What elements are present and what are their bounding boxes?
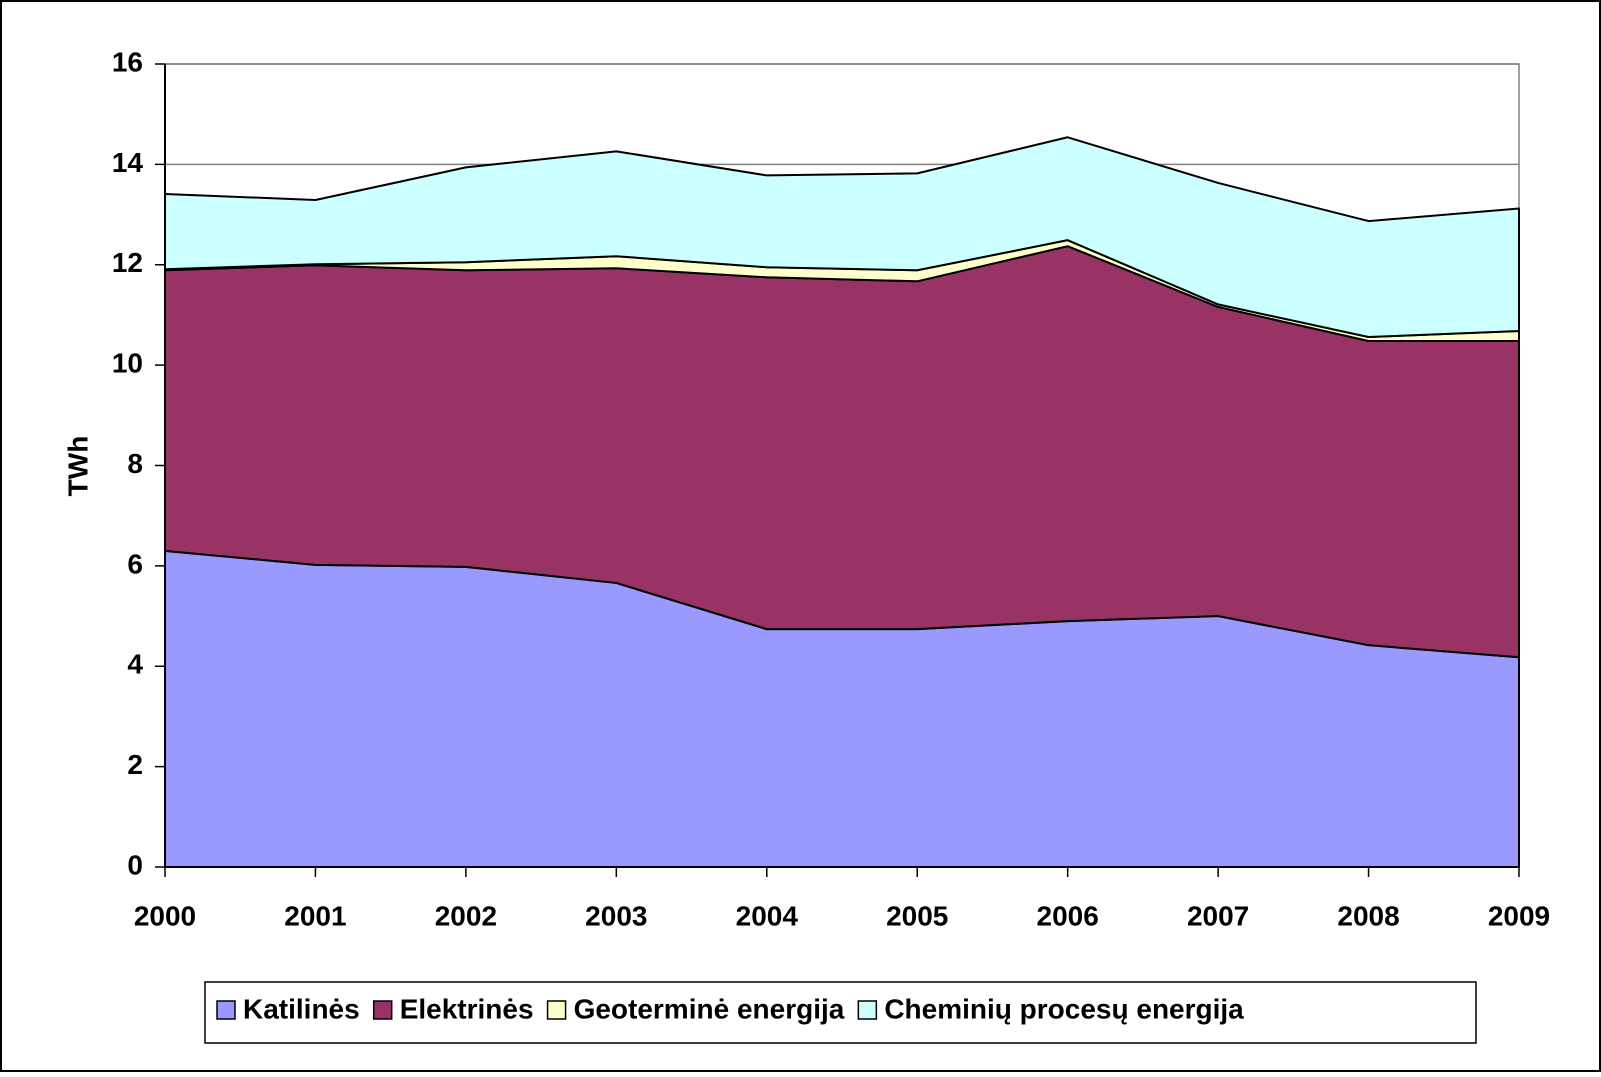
y-tick-label: 2 (127, 749, 143, 780)
legend-label: Katilinės (243, 993, 360, 1024)
legend-swatch (546, 1000, 567, 1020)
legend-swatch (857, 1000, 878, 1020)
x-tick-label: 2005 (886, 900, 948, 931)
x-tick-label: 2008 (1337, 900, 1399, 931)
legend-swatch (372, 1000, 393, 1020)
legend-label: Geoterminė energija (574, 993, 845, 1024)
legend-label: Cheminių procesų energija (884, 993, 1244, 1024)
legend-swatch (216, 1000, 236, 1020)
y-tick-label: 10 (112, 348, 143, 379)
area (164, 136, 1520, 339)
legend-box (204, 981, 1477, 1044)
y-tick-label: 0 (127, 849, 143, 880)
y-tick-label: 4 (127, 649, 143, 680)
y-axis-label: TWh (62, 436, 93, 497)
y-tick-label: 8 (127, 448, 143, 479)
y-tick-label: 12 (112, 247, 143, 278)
x-tick-label: 2007 (1187, 900, 1249, 931)
y-tick-label: 14 (112, 147, 144, 178)
x-tick-label: 2009 (1488, 900, 1550, 931)
x-tick-label: 2006 (1037, 900, 1099, 931)
y-tick-label: 6 (127, 548, 143, 579)
x-tick-label: 2004 (736, 900, 799, 931)
x-tick-label: 2003 (585, 900, 647, 931)
x-tick-label: 2001 (284, 900, 346, 931)
y-tick-label: 16 (112, 46, 143, 77)
x-tick-label: 2002 (435, 900, 497, 931)
legend-label: Elektrinės (400, 993, 534, 1024)
x-tick-label: 2000 (134, 900, 196, 931)
